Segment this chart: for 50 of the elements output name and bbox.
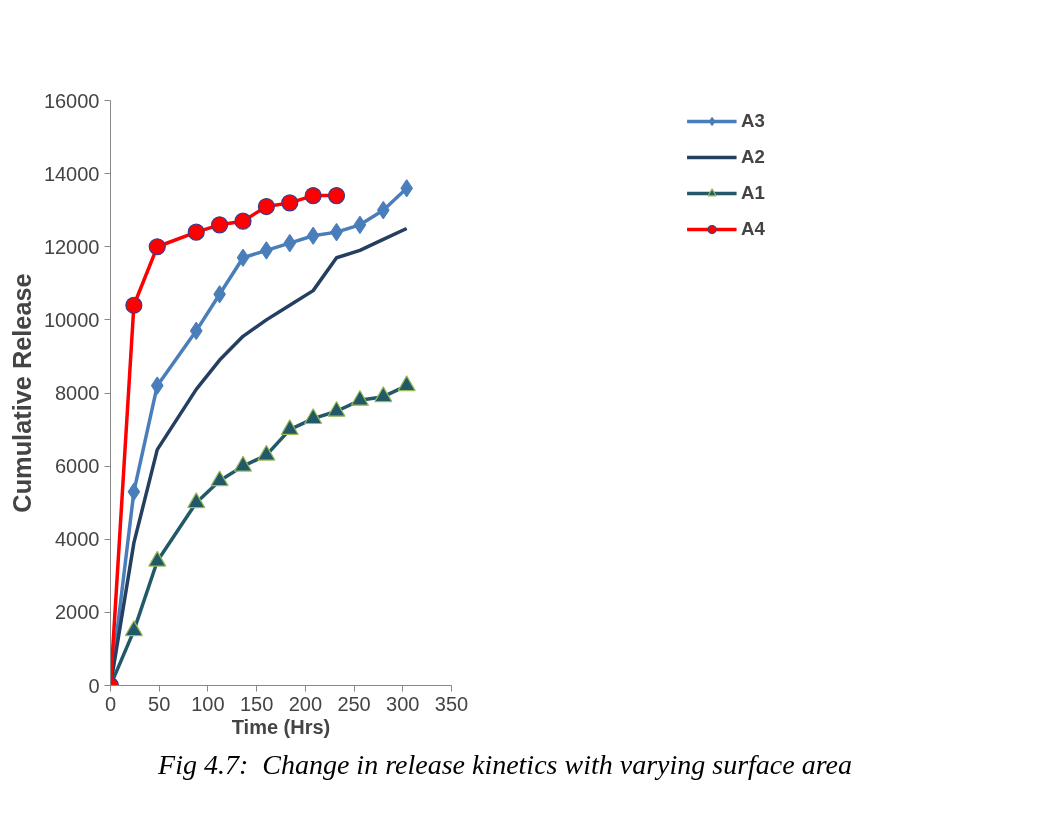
legend-label: A4 — [741, 218, 765, 240]
point — [236, 248, 250, 267]
y-tick-label: 0 — [88, 674, 100, 697]
y-axis-title: Cumulative Release — [7, 273, 36, 513]
y-tick-label: 6000 — [55, 455, 100, 478]
point — [374, 386, 393, 403]
y-tick-label: 8000 — [55, 382, 100, 404]
x-tick-label: 0 — [104, 692, 117, 715]
x-tick-label: 150 — [239, 692, 274, 715]
point — [306, 226, 320, 245]
point — [211, 216, 229, 234]
y-tick-label: 12000 — [43, 235, 100, 258]
point — [187, 492, 206, 509]
x-tick-label: 300 — [386, 692, 420, 715]
point — [257, 197, 275, 216]
legend-label: A3 — [741, 110, 765, 132]
point — [283, 233, 297, 253]
x-axis-title: Time (Hrs) — [231, 715, 331, 738]
point — [189, 321, 203, 340]
point — [304, 408, 323, 425]
point — [257, 444, 276, 461]
point — [124, 620, 143, 637]
y-tick-label: 14000 — [43, 162, 100, 185]
caption: Fig 4.7: Change in release kinetics with varying surface area — [158, 748, 852, 782]
y-tick-label: 10000 — [43, 308, 100, 331]
point — [148, 238, 166, 256]
y-tick-label: 4000 — [55, 528, 100, 551]
point — [148, 550, 167, 567]
y-tick-label: 16000 — [43, 89, 100, 112]
point — [353, 215, 367, 234]
x-tick-label: 100 — [191, 692, 225, 715]
y-tick-label: 2000 — [55, 601, 100, 624]
point — [210, 470, 229, 487]
x-tick-label: 50 — [148, 692, 171, 715]
point — [233, 455, 253, 472]
point — [187, 223, 205, 241]
legend-label: A2 — [741, 146, 765, 168]
point — [280, 419, 299, 436]
point — [327, 400, 346, 417]
point — [327, 186, 346, 205]
x-tick-label: 200 — [288, 692, 323, 715]
point — [304, 186, 322, 205]
point — [397, 375, 416, 392]
point — [281, 194, 299, 212]
x-tick-label: 350 — [434, 692, 469, 715]
x-tick-label: 250 — [337, 692, 371, 715]
point — [125, 296, 143, 314]
point — [350, 389, 370, 406]
point — [234, 212, 252, 230]
legend-label: A1 — [741, 182, 765, 204]
